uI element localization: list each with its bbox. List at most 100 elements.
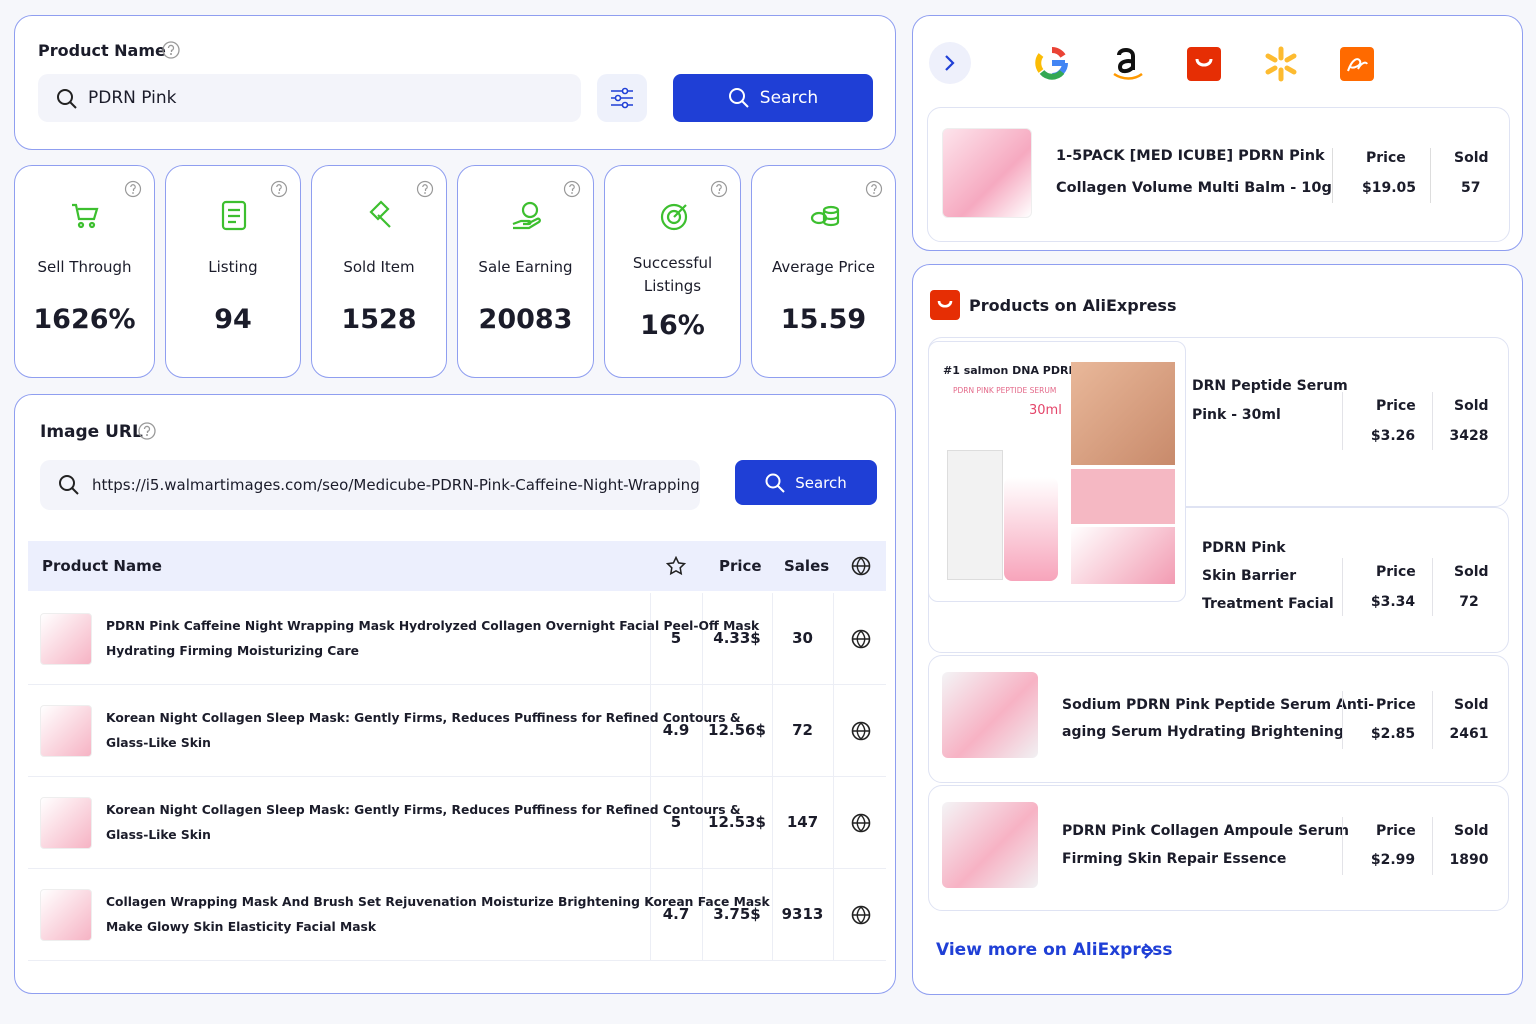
model-photo [1071, 362, 1175, 465]
rating: 5 [670, 629, 682, 647]
sold-label: Sold [1454, 398, 1489, 414]
search-button[interactable]: Search [673, 74, 873, 122]
image-search-card: Image URL https://i5.walmartimages.com/s… [14, 394, 896, 994]
help-icon [865, 180, 883, 198]
divider [1332, 148, 1333, 203]
stat-label: Sell Through [37, 258, 132, 276]
divider [1342, 392, 1343, 450]
search-icon [728, 88, 749, 108]
column-header: Sales [784, 557, 830, 575]
product-name: Sodium PDRN Pink Peptide Serum Anti- [1062, 697, 1375, 713]
help-icon[interactable] [138, 422, 156, 440]
cell-divider [650, 685, 651, 777]
rating: 5 [670, 813, 682, 831]
table-row: Korean Night Collagen Sleep Mask: Gently… [28, 777, 886, 869]
sold: 2461 [1449, 726, 1489, 742]
image-size: 30ml [1029, 403, 1062, 418]
search-button-label: Search [795, 473, 847, 492]
alibaba-logo[interactable] [1340, 47, 1374, 81]
search-input[interactable]: PDRN Pink [38, 74, 581, 122]
stat-label: Listing [208, 258, 258, 276]
product-name: aging Serum Hydrating Brightening [1062, 724, 1344, 740]
price: 3.75$ [713, 905, 761, 923]
cell-divider [833, 685, 834, 777]
stat-card: Sale Earning 20083 [457, 165, 594, 378]
globe-icon[interactable] [851, 556, 871, 576]
google-logo[interactable] [1035, 46, 1069, 80]
table-row: Collagen Wrapping Mask And Brush Set Rej… [28, 869, 886, 961]
sold-label: Sold [1454, 150, 1489, 166]
results-table: Product Name Price Sales PDRN Pink Caffe… [28, 541, 886, 973]
price-label: Price [1376, 398, 1416, 414]
price: 12.53$ [708, 813, 766, 831]
image-url-label: Image URL [40, 422, 143, 442]
product-name: Firming Skin Repair Essence [1062, 851, 1287, 867]
url-input[interactable]: https://i5.walmartimages.com/seo/Medicub… [40, 460, 700, 510]
product-name: Glass-Like Skin [106, 736, 211, 750]
product-name: Skin Barrier [1202, 568, 1297, 584]
more-link[interactable]: View more on AliExpress [936, 940, 1173, 960]
stat-label: Successful Listings [632, 254, 713, 295]
stat-card: Successful Listings 16% [604, 165, 741, 378]
image-subline: PDRN PINK PEPTIDE SERUM [953, 386, 1057, 395]
globe-icon[interactable] [851, 629, 871, 649]
stat-value: 94 [214, 304, 252, 335]
sold-label: Sold [1454, 564, 1489, 580]
product-name: Collagen Wrapping Mask And Brush Set Rej… [106, 895, 770, 909]
featured-image: #1 salmon DNA PDRN PDRN PINK PEPTIDE SER… [928, 341, 1186, 602]
product-name: 1-5PACK [MED ICUBE] PDRN Pink [1056, 148, 1325, 164]
help-icon [124, 180, 142, 198]
amazon-logo[interactable] [1111, 44, 1145, 82]
chevron-icon [1144, 943, 1154, 959]
rating: 4.9 [662, 721, 690, 739]
column-header: Product Name [42, 557, 162, 575]
search-button-label: Search [759, 88, 819, 108]
url-text: https://i5.walmartimages.com/seo/Medicub… [92, 476, 700, 494]
stat-value: 1528 [341, 304, 417, 335]
price: 12.56$ [708, 721, 766, 739]
product-thumb [40, 889, 92, 941]
chevron-icon [945, 55, 955, 71]
help-icon [416, 180, 434, 198]
marketplace-card: 1-5PACK [MED ICUBE] PDRN Pink Collagen V… [912, 15, 1523, 251]
product-name: Make Glowy Skin Elasticity Facial Mask [106, 920, 377, 934]
product-name: Glass-Like Skin [106, 828, 211, 842]
filter-button[interactable] [597, 74, 647, 122]
sales: 147 [786, 813, 819, 831]
stat-value: 20083 [478, 304, 573, 335]
divider [1432, 817, 1433, 875]
divider [1430, 148, 1431, 203]
stat-value: 15.59 [780, 304, 867, 335]
image-search-button[interactable]: Search [735, 460, 877, 505]
stat-icon [660, 203, 687, 231]
globe-icon[interactable] [851, 905, 871, 925]
sales: 30 [792, 629, 813, 647]
stat-label: Average Price [772, 258, 875, 276]
cell-divider [650, 869, 651, 961]
search-label: Product Name [38, 41, 166, 60]
cell-divider [833, 777, 834, 869]
star-icon[interactable] [666, 556, 686, 576]
product-thumb [942, 672, 1038, 758]
help-icon[interactable] [162, 41, 180, 59]
cell-divider [772, 777, 773, 869]
divider [1342, 691, 1343, 749]
next-button[interactable] [929, 42, 971, 84]
help-icon [270, 180, 288, 198]
search-icon [765, 473, 785, 493]
divider [1342, 558, 1343, 616]
stat-card: Average Price 15.59 [751, 165, 896, 378]
stat-value: 1626% [33, 304, 136, 335]
product-name: Treatment Facial [1202, 596, 1334, 612]
sales: 72 [792, 721, 813, 739]
cell-divider [772, 869, 773, 961]
price-label: Price [1376, 564, 1416, 580]
globe-icon[interactable] [851, 721, 871, 741]
product-name: Korean Night Collagen Sleep Mask: Gently… [106, 803, 741, 817]
walmart-logo[interactable] [1263, 46, 1299, 82]
top-product: 1-5PACK [MED ICUBE] PDRN Pink Collagen V… [927, 107, 1510, 242]
globe-icon[interactable] [851, 813, 871, 833]
product-box [947, 450, 1003, 580]
product-thumb [40, 613, 92, 665]
aliexpress-logo[interactable] [1187, 47, 1221, 81]
